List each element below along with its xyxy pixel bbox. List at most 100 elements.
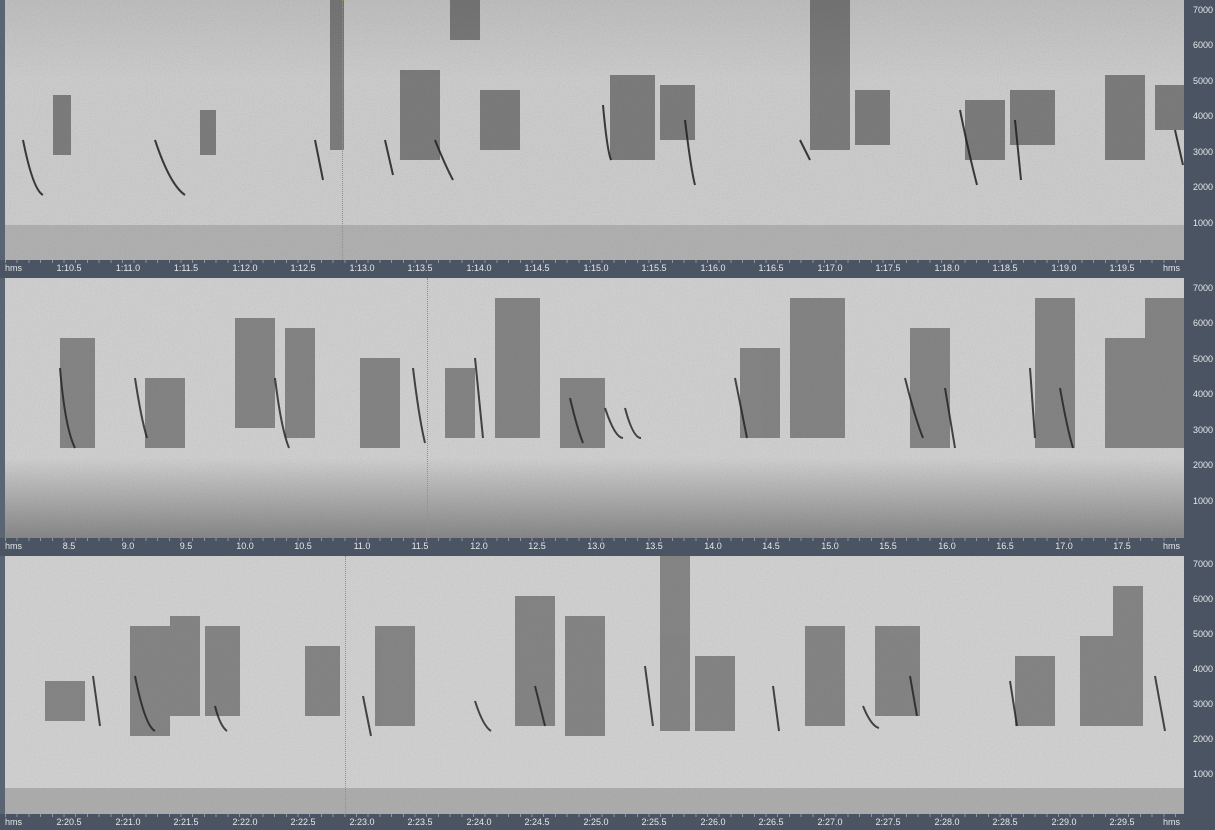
- frequency-axis: 7000 6000 5000 4000 3000 2000 1000: [1184, 556, 1215, 814]
- spectrogram-panel-3[interactable]: 7000 6000 5000 4000 3000 2000 1000 hms 2…: [0, 556, 1215, 830]
- x-tick-label: 1:14.5: [524, 263, 550, 273]
- y-tick-label: 3000: [1192, 425, 1213, 435]
- y-tick-label: 7000: [1192, 5, 1213, 15]
- x-tick-label: 1:18.0: [934, 263, 960, 273]
- x-tick-label: 1:18.5: [992, 263, 1018, 273]
- x-tick-label: 1:15.0: [583, 263, 609, 273]
- y-tick-label: 6000: [1192, 40, 1213, 50]
- spectrogram-panel-1[interactable]: 7000 6000 5000 4000 3000 2000 1000 hms 1…: [0, 0, 1215, 276]
- x-tick-label: 2:20.5: [56, 817, 82, 827]
- x-tick-label: 14.5: [762, 541, 780, 551]
- x-tick-label: 1:11.0: [115, 263, 141, 273]
- x-tick-label: 2:26.0: [700, 817, 726, 827]
- time-axis: hms 1:10.5 1:11.0 1:11.5 1:12.0 1:12.5 1…: [5, 260, 1184, 276]
- x-tick-label: 1:17.0: [817, 263, 843, 273]
- x-tick-label: 1:19.0: [1051, 263, 1077, 273]
- x-tick-label: 1:16.0: [700, 263, 726, 273]
- spectrogram-image: [5, 556, 1184, 814]
- y-tick-label: 2000: [1192, 460, 1213, 470]
- x-tick-label: 12.5: [528, 541, 546, 551]
- time-unit-right: hms: [1163, 817, 1181, 827]
- x-tick-label: 14.0: [704, 541, 722, 551]
- x-tick-label: 2:23.5: [407, 817, 433, 827]
- x-tick-label: 2:26.5: [758, 817, 784, 827]
- y-tick-label: 1000: [1192, 769, 1213, 779]
- x-tick-label: 10.5: [294, 541, 312, 551]
- y-tick-label: 1000: [1192, 218, 1213, 228]
- x-tick-label: 2:28.0: [934, 817, 960, 827]
- x-tick-label: 2:29.0: [1051, 817, 1077, 827]
- x-tick-label: 1:10.5: [56, 263, 82, 273]
- y-tick-label: 4000: [1192, 111, 1213, 121]
- time-unit-right: hms: [1163, 541, 1181, 551]
- x-tick-label: 16.0: [938, 541, 956, 551]
- y-tick-label: 6000: [1192, 318, 1213, 328]
- x-tick-label: 2:29.5: [1109, 817, 1135, 827]
- x-tick-label: 9.5: [179, 541, 193, 551]
- y-tick-label: 1000: [1192, 496, 1213, 506]
- x-tick-label: 2:27.0: [817, 817, 843, 827]
- y-tick-label: 5000: [1192, 354, 1213, 364]
- x-tick-label: 1:14.0: [466, 263, 492, 273]
- time-unit-right: hms: [1163, 263, 1181, 273]
- x-tick-label: 2:24.5: [524, 817, 550, 827]
- x-tick-label: 11.0: [353, 541, 371, 551]
- y-tick-label: 7000: [1192, 283, 1213, 293]
- spectrogram-image: [5, 0, 1184, 260]
- spectrogram-image: [5, 278, 1184, 538]
- x-tick-label: 1:12.5: [290, 263, 316, 273]
- time-axis: hms 2:20.5 2:21.0 2:21.5 2:22.0 2:22.5 2…: [5, 814, 1184, 830]
- y-tick-label: 2000: [1192, 734, 1213, 744]
- x-tick-label: 1:17.5: [875, 263, 901, 273]
- x-tick-label: 2:25.5: [641, 817, 667, 827]
- panel-left-edge: [0, 556, 5, 814]
- x-tick-label: 2:24.0: [466, 817, 492, 827]
- y-tick-label: 4000: [1192, 389, 1213, 399]
- y-tick-label: 7000: [1192, 559, 1213, 569]
- x-tick-label: 10.0: [236, 541, 254, 551]
- playback-cursor[interactable]: [427, 278, 428, 538]
- y-tick-label: 5000: [1192, 76, 1213, 86]
- x-tick-label: 2:27.5: [875, 817, 901, 827]
- x-tick-label: 1:12.0: [232, 263, 258, 273]
- spectrogram-view[interactable]: [5, 556, 1184, 814]
- x-tick-label: 2:21.0: [115, 817, 141, 827]
- x-tick-label: 9.0: [121, 541, 135, 551]
- x-tick-label: 1:13.0: [349, 263, 375, 273]
- x-tick-label: 1:13.5: [407, 263, 433, 273]
- x-tick-label: 17.5: [1113, 541, 1131, 551]
- playback-cursor[interactable]: [342, 0, 343, 260]
- spectrogram-panel-2[interactable]: 7000 6000 5000 4000 3000 2000 1000 hms 8…: [0, 278, 1215, 554]
- time-axis-ticks: [5, 814, 1184, 817]
- x-tick-label: 1:19.5: [1109, 263, 1135, 273]
- y-tick-label: 4000: [1192, 664, 1213, 674]
- x-tick-label: 15.5: [879, 541, 897, 551]
- spectrogram-view[interactable]: [5, 278, 1184, 538]
- time-axis-ticks: [5, 538, 1184, 541]
- x-tick-label: 8.5: [62, 541, 76, 551]
- x-tick-label: 2:28.5: [992, 817, 1018, 827]
- y-tick-label: 5000: [1192, 629, 1213, 639]
- x-tick-label: 2:22.0: [232, 817, 258, 827]
- x-tick-label: 13.5: [645, 541, 663, 551]
- x-tick-label: 13.0: [587, 541, 605, 551]
- x-tick-label: 1:11.5: [173, 263, 199, 273]
- x-tick-label: 2:23.0: [349, 817, 375, 827]
- frequency-axis: 7000 6000 5000 4000 3000 2000 1000: [1184, 0, 1215, 260]
- frequency-axis: 7000 6000 5000 4000 3000 2000 1000: [1184, 278, 1215, 538]
- x-tick-label: 15.0: [821, 541, 839, 551]
- time-unit-left: hms: [5, 541, 23, 551]
- panel-left-edge: [0, 0, 5, 260]
- x-tick-label: 1:15.5: [641, 263, 667, 273]
- panel-left-edge: [0, 278, 5, 538]
- x-tick-label: 2:22.5: [290, 817, 316, 827]
- x-tick-label: 2:25.0: [583, 817, 609, 827]
- x-tick-label: 1:16.5: [758, 263, 784, 273]
- y-tick-label: 2000: [1192, 182, 1213, 192]
- x-tick-label: 11.5: [411, 541, 429, 551]
- x-tick-label: 12.0: [470, 541, 488, 551]
- playback-cursor[interactable]: [345, 556, 346, 814]
- spectrogram-view[interactable]: [5, 0, 1184, 260]
- time-unit-left: hms: [5, 263, 23, 273]
- time-axis-ticks: [5, 260, 1184, 263]
